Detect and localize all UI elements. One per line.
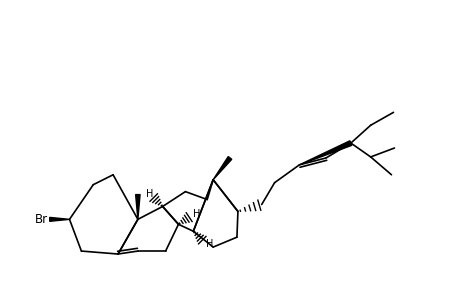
Text: H: H — [193, 209, 200, 219]
Text: Br: Br — [34, 213, 48, 226]
Polygon shape — [50, 218, 69, 221]
Polygon shape — [213, 157, 231, 180]
Text: H: H — [206, 239, 213, 249]
Text: H: H — [146, 189, 153, 199]
Polygon shape — [299, 141, 351, 165]
Polygon shape — [135, 195, 140, 219]
